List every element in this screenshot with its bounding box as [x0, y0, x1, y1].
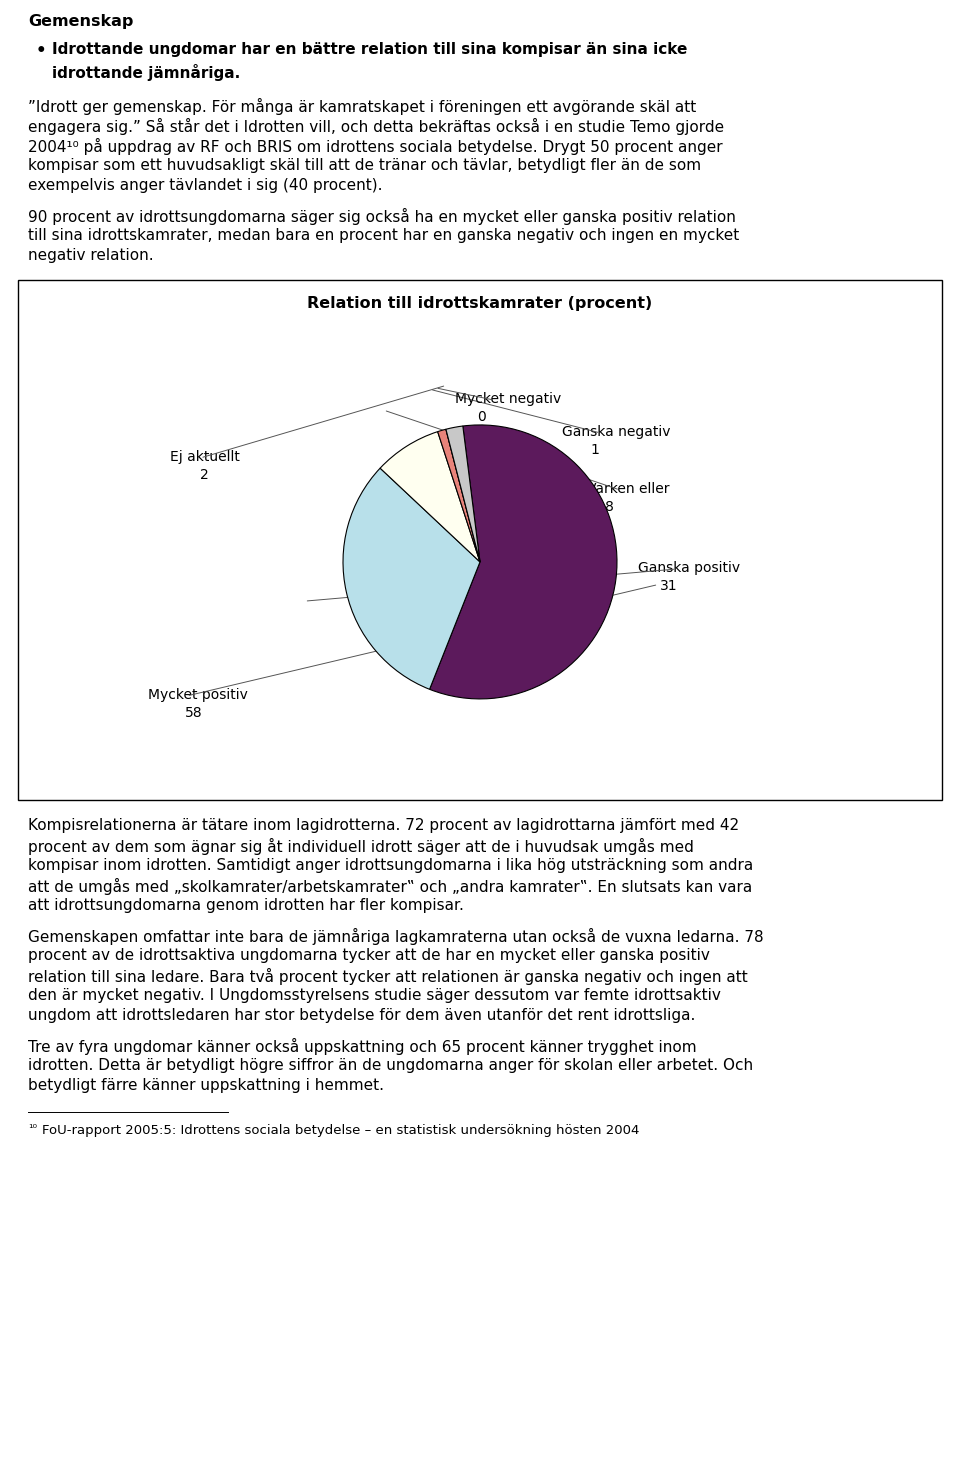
Text: exempelvis anger tävlandet i sig (40 procent).: exempelvis anger tävlandet i sig (40 pro…: [28, 178, 382, 193]
Text: •: •: [36, 42, 47, 60]
Text: ungdom att idrottsledaren har stor betydelse för dem även utanför det rent idrot: ungdom att idrottsledaren har stor betyd…: [28, 1007, 695, 1023]
Text: Mycket negativ: Mycket negativ: [455, 392, 562, 406]
Text: Relation till idrottskamrater (procent): Relation till idrottskamrater (procent): [307, 295, 653, 311]
Text: idrottande jämnåriga.: idrottande jämnåriga.: [52, 64, 240, 80]
Text: idrotten. Detta är betydligt högre siffror än de ungdomarna anger för skolan ell: idrotten. Detta är betydligt högre siffr…: [28, 1058, 754, 1073]
Wedge shape: [446, 430, 480, 561]
Text: 31: 31: [660, 579, 678, 594]
Text: 90 procent av idrottsungdomarna säger sig också ha en mycket eller ganska positi: 90 procent av idrottsungdomarna säger si…: [28, 208, 736, 225]
Text: kompisar som ett huvudsakligt skäl till att de tränar och tävlar, betydligt fler: kompisar som ett huvudsakligt skäl till …: [28, 158, 701, 173]
Text: Ganska negativ: Ganska negativ: [562, 425, 670, 439]
Bar: [18, 281, 942, 800]
Text: ”Idrott ger gemenskap. För många är kamratskapet i föreningen ett avgörande skäl: ”Idrott ger gemenskap. För många är kamr…: [28, 98, 696, 115]
Text: att de umgås med „skolkamrater/arbetskamrater‟ och „andra kamrater‟. En slutsats: att de umgås med „skolkamrater/arbetskam…: [28, 879, 753, 895]
Text: betydligt färre känner uppskattning i hemmet.: betydligt färre känner uppskattning i he…: [28, 1077, 384, 1094]
Text: 8: 8: [605, 500, 613, 515]
Wedge shape: [438, 430, 480, 561]
Text: 58: 58: [185, 706, 203, 719]
Text: Mycket positiv: Mycket positiv: [148, 689, 248, 702]
Wedge shape: [429, 425, 617, 699]
Text: procent av de idrottsaktiva ungdomarna tycker att de har en mycket eller ganska : procent av de idrottsaktiva ungdomarna t…: [28, 947, 709, 963]
Wedge shape: [380, 431, 480, 561]
Text: engagera sig.” Så står det i Idrotten vill, och detta bekräftas också i en studi: engagera sig.” Så står det i Idrotten vi…: [28, 118, 724, 135]
Wedge shape: [446, 425, 480, 561]
Text: Ej aktuellt: Ej aktuellt: [170, 450, 240, 463]
Text: kompisar inom idrotten. Samtidigt anger idrottsungdomarna i lika hög utsträcknin: kompisar inom idrotten. Samtidigt anger …: [28, 858, 754, 873]
Text: Varken eller: Varken eller: [587, 482, 669, 496]
Text: 0: 0: [477, 409, 486, 424]
Text: Idrottande ungdomar har en bättre relation till sina kompisar än sina icke: Idrottande ungdomar har en bättre relati…: [52, 42, 687, 57]
Text: FoU-rapport 2005:5: Idrottens sociala betydelse – en statistisk undersökning hös: FoU-rapport 2005:5: Idrottens sociala be…: [42, 1124, 639, 1137]
Text: Gemenskap: Gemenskap: [28, 15, 133, 29]
Text: 1: 1: [590, 443, 599, 458]
Text: Gemenskapen omfattar inte bara de jämnåriga lagkamraterna utan också de vuxna le: Gemenskapen omfattar inte bara de jämnår…: [28, 928, 763, 944]
Text: 2004¹⁰ på uppdrag av RF och BRIS om idrottens sociala betydelse. Drygt 50 procen: 2004¹⁰ på uppdrag av RF och BRIS om idro…: [28, 137, 723, 155]
Text: 2: 2: [200, 468, 208, 482]
Text: procent av dem som ägnar sig åt individuell idrott säger att de i huvudsak umgås: procent av dem som ägnar sig åt individu…: [28, 838, 694, 855]
Wedge shape: [343, 468, 480, 689]
Text: Kompisrelationerna är tätare inom lagidrotterna. 72 procent av lagidrottarna jäm: Kompisrelationerna är tätare inom lagidr…: [28, 819, 739, 833]
Text: Tre av fyra ungdomar känner också uppskattning och 65 procent känner trygghet in: Tre av fyra ungdomar känner också uppska…: [28, 1038, 697, 1056]
Text: till sina idrottskamrater, medan bara en procent har en ganska negativ och ingen: till sina idrottskamrater, medan bara en…: [28, 228, 739, 243]
Text: att idrottsungdomarna genom idrotten har fler kompisar.: att idrottsungdomarna genom idrotten har…: [28, 898, 464, 912]
Text: relation till sina ledare. Bara två procent tycker att relationen är ganska nega: relation till sina ledare. Bara två proc…: [28, 968, 748, 985]
Text: den är mycket negativ. I Ungdomsstyrelsens studie säger dessutom var femte idrot: den är mycket negativ. I Ungdomsstyrelse…: [28, 988, 721, 1003]
Text: ¹⁰: ¹⁰: [28, 1124, 37, 1135]
Text: Ganska positiv: Ganska positiv: [638, 561, 740, 575]
Text: negativ relation.: negativ relation.: [28, 249, 154, 263]
